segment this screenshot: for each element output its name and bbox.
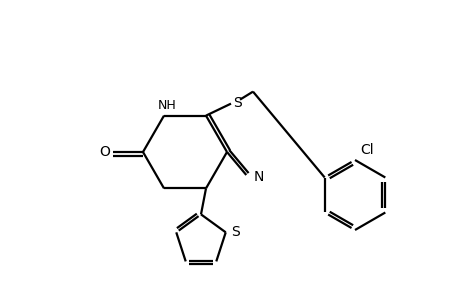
Text: N: N [253, 170, 263, 184]
Text: Cl: Cl [359, 143, 373, 157]
Text: S: S [231, 225, 240, 239]
Text: O: O [99, 145, 110, 159]
Text: S: S [233, 96, 242, 110]
Text: NH: NH [157, 99, 176, 112]
